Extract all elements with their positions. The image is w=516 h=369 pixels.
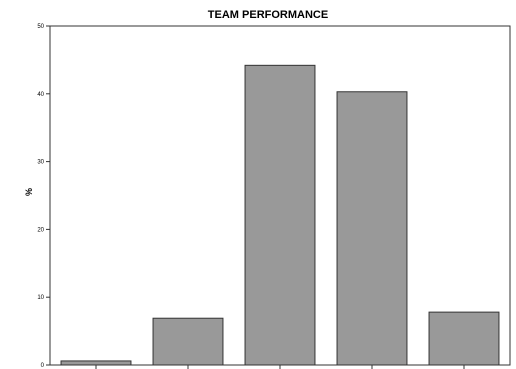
- bar: [428, 311, 500, 366]
- y-tick-label: 40: [37, 92, 44, 98]
- bar: [336, 91, 408, 366]
- y-axis-label: %: [24, 188, 34, 196]
- chart-title: TEAM PERFORMANCE: [208, 9, 328, 21]
- bar: [152, 317, 224, 366]
- y-tick-label: 50: [37, 24, 44, 30]
- bar: [244, 64, 316, 366]
- y-tick-label: 30: [37, 160, 44, 166]
- y-tick-label: 10: [37, 295, 44, 301]
- bar: [60, 360, 132, 366]
- y-tick-label: 0: [41, 363, 45, 369]
- y-tick-label: 20: [37, 227, 44, 233]
- plot-area: 0 10 20 30 40 50: [37, 24, 511, 369]
